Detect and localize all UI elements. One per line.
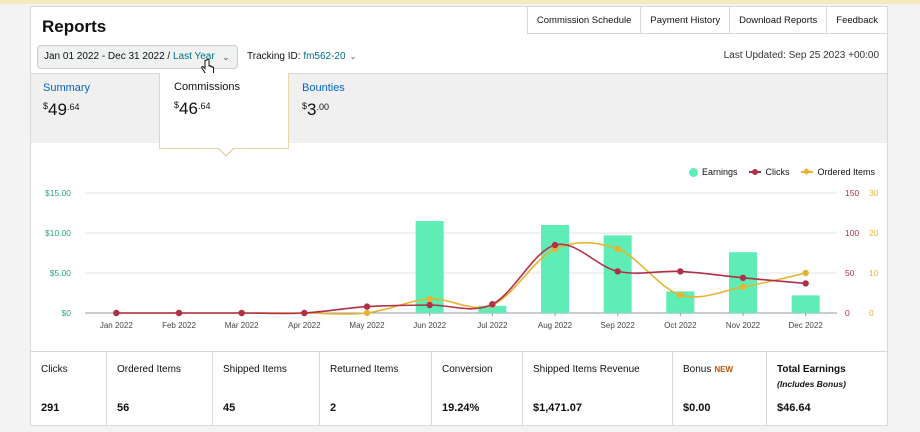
tracking-id-value: fm562-20 [303,51,346,62]
x-tick-label: Nov 2022 [726,321,761,330]
earnings-dot-icon [688,167,698,177]
y-tick-right-ordered: 0 [869,308,874,318]
earnings-bar [729,252,757,313]
x-tick-label: Mar 2022 [225,321,259,330]
clicks-line [116,243,806,315]
tab-value: $49.64 [43,100,80,119]
y-tick-right-clicks: 0 [845,308,850,318]
x-tick-label: Dec 2022 [789,321,824,330]
earnings-bar [541,225,569,313]
clicks-point [802,280,809,287]
legend-item-earnings[interactable]: Earnings [688,167,737,177]
ordered-items-point [739,283,747,291]
stats-row: Clicks 291 Ordered Items 56 Shipped Items 4… [31,351,887,425]
ordered-items-point [363,309,371,317]
x-tick-label: Jan 2022 [100,321,133,330]
tab-value: $46.64 [174,99,211,118]
x-tick-label: Apr 2022 [288,321,321,330]
y-tick-left: $10.00 [45,228,71,238]
x-tick-label: May 2022 [349,321,385,330]
tab-commissions[interactable]: Commissions $46.64 [159,73,289,149]
stat-bonus: Bonus NEW $0.00 [673,352,767,425]
tab-summary[interactable]: Summary $49.64 [43,82,90,120]
commission-schedule-button[interactable]: Commission Schedule [526,7,641,34]
tab-label: Commissions [174,81,241,93]
reports-card: Reports Commission Schedule Payment Hist… [30,6,888,426]
page-title: Reports [42,17,107,36]
x-tick-label: Jul 2022 [477,321,508,330]
chart-legend: Earnings Clicks Ordered Items [688,167,875,177]
stat-returned-items: Returned Items 2 [320,352,432,425]
ordered-items-point [426,295,433,303]
tab-value: $3.00 [302,100,329,119]
tracking-label: Tracking ID: [247,51,304,62]
clicks-point [238,309,245,317]
y-tick-right-clicks: 150 [845,188,859,198]
clicks-point [113,309,120,317]
x-tick-label: Oct 2022 [664,321,697,330]
ordered-items-line [116,241,806,315]
tab-label: Bounties [302,82,345,94]
earnings-bar [478,305,507,313]
clicks-point [175,309,183,317]
legend-item-ordered-items[interactable]: Ordered Items [801,167,875,177]
y-tick-left: $5.00 [50,268,72,278]
y-tick-right-ordered: 10 [869,268,879,278]
y-tick-right-clicks: 100 [845,228,859,238]
stat-ordered-items: Ordered Items 56 [107,352,213,425]
date-range-text: Jan 01 2022 - Dec 31 2022 / [44,51,173,62]
x-tick-label: Sep 2022 [601,321,636,330]
clicks-point [551,241,559,249]
date-preset-text: Last Year [172,51,215,62]
clicks-point [426,301,433,309]
top-accent-line [0,0,920,4]
ordered-items-point [614,245,621,253]
y-tick-right-ordered: 20 [869,228,879,238]
clicks-point [677,268,684,275]
chevron-down-icon: ⌄ [222,52,230,62]
new-badge: NEW [714,365,734,374]
feedback-button[interactable]: Feedback [826,7,887,34]
last-updated-text: Last Updated: Sep 25 2023 +00:00 [723,50,879,61]
ordered-items-point [677,291,684,299]
earnings-bar [791,295,820,313]
y-tick-left: $0 [62,308,72,318]
tab-bounties[interactable]: Bounties $3.00 [302,82,345,120]
y-tick-right-ordered: 30 [869,188,879,198]
ordered-items-point [802,269,809,277]
download-reports-button[interactable]: Download Reports [729,7,827,34]
stat-shipped-items: Shipped Items 45 [213,352,320,425]
clicks-point [363,303,371,310]
ordered-items-line-icon [801,167,814,176]
clicks-point [739,274,747,281]
clicks-point [489,301,496,308]
stat-total-earnings: Total Earnings (Includes Bonus) $46.64 [777,364,846,414]
payment-history-button[interactable]: Payment History [640,7,730,34]
top-actions: Commission Schedule Payment History Down… [526,7,887,34]
x-tick-label: Aug 2022 [538,321,573,330]
clicks-line-icon [749,169,762,175]
stat-conversion: Conversion 19.24% [432,352,523,425]
stat-clicks: Clicks 291 [31,352,107,425]
stat-shipped-items-revenue: Shipped Items Revenue $1,471.07 [523,352,673,425]
y-tick-right-clicks: 50 [845,268,855,278]
tab-pointer [218,147,234,155]
tab-label: Summary [43,82,91,94]
chevron-down-icon: ⌄ [349,52,357,61]
x-tick-label: Feb 2022 [162,321,196,330]
tracking-id-select[interactable]: Tracking ID: fm562-20 ⌄ [247,51,356,62]
clicks-point [614,268,621,275]
legend-item-clicks[interactable]: Clicks [749,167,789,177]
date-range-select[interactable]: Jan 01 2022 - Dec 31 2022 / Last Year ⌄ [37,45,238,69]
earnings-chart: $0 0 0 $5.00 50 10 $10.00 100 20 $15.00 150 30 Jan 2… [45,188,879,330]
clicks-point [301,309,308,317]
y-tick-left: $15.00 [45,188,71,198]
x-tick-label: Jun 2022 [413,321,446,330]
